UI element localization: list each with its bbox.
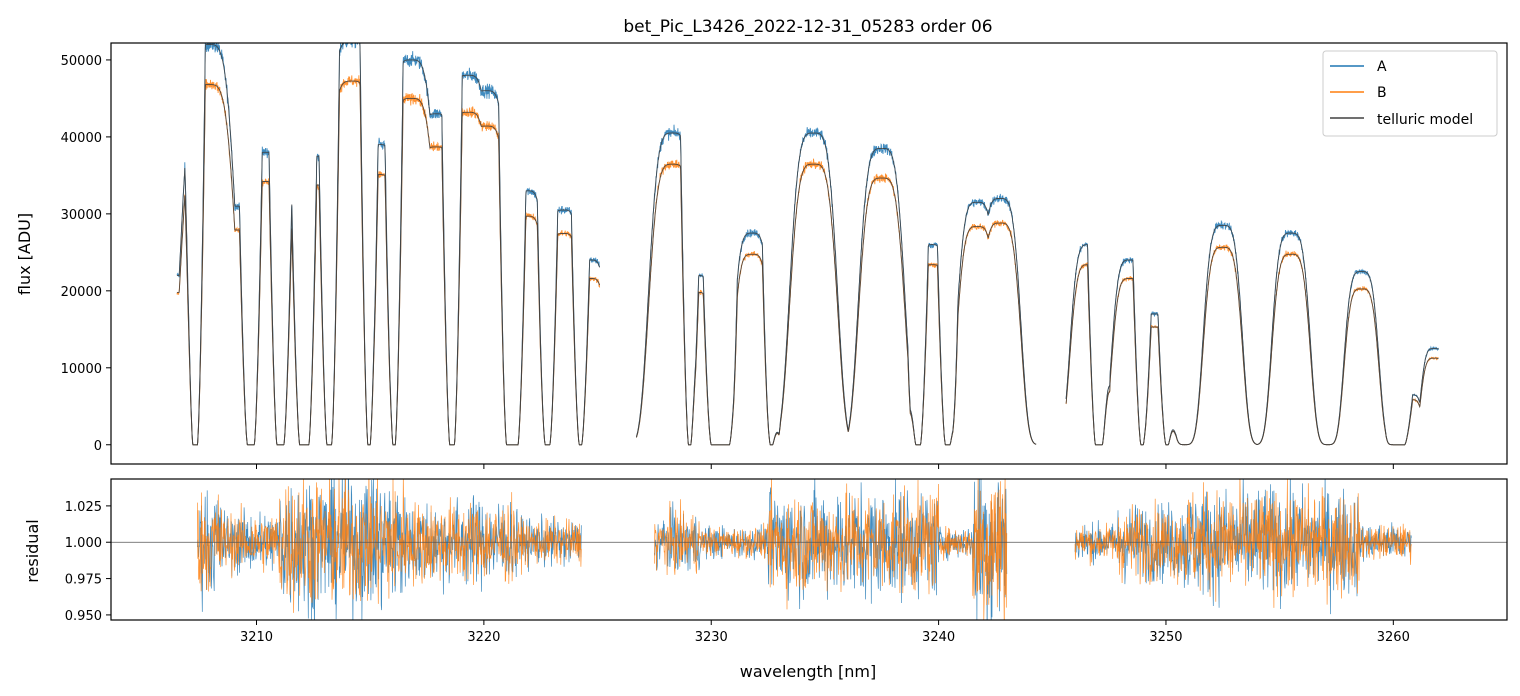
residual-line-b — [197, 479, 1412, 620]
residual-y-tick-label: 0.975 — [65, 573, 102, 588]
chart-title: bet_Pic_L3426_2022-12-31_05283 order 06 — [623, 17, 992, 37]
flux-line-model-b — [176, 80, 1439, 446]
residual-y-tick-label: 1.025 — [65, 500, 102, 515]
flux-y-tick-label: 50000 — [61, 54, 102, 69]
residual-x-tick-label: 3210 — [240, 630, 273, 645]
residual-x-tick-label: 3250 — [1149, 630, 1182, 645]
flux-panel: 0 10000 20000 30000 40000 50000 flux [ADU] A … — [15, 42, 1508, 469]
flux-y-tick-label: 10000 — [61, 362, 102, 377]
residual-panel: 0.950 0.975 1.000 1.025 3210 3220 3230 3240 325… — [23, 478, 1508, 681]
residual-x-tick-label: 3230 — [695, 630, 728, 645]
flux-y-tick-label: 40000 — [61, 131, 102, 146]
legend-box — [1322, 50, 1498, 137]
legend-label-a: A — [1377, 59, 1387, 75]
flux-axes-frame — [110, 42, 1508, 465]
flux-y-tick-label: 0 — [94, 439, 102, 454]
residual-x-tick-label: 3220 — [467, 630, 500, 645]
flux-line-a — [176, 43, 1439, 446]
residual-y-axis-label: residual — [23, 519, 42, 582]
legend: A B telluric model — [1322, 50, 1498, 137]
residual-x-tick-label: 3240 — [922, 630, 955, 645]
flux-line-model-a — [176, 43, 1439, 446]
residual-axes-frame — [110, 478, 1508, 621]
residual-traces — [111, 479, 1507, 620]
legend-label-b: B — [1377, 85, 1387, 101]
residual-x-tick-label: 3260 — [1377, 630, 1410, 645]
residual-y-tick-label: 0.950 — [65, 609, 102, 624]
flux-traces — [176, 43, 1439, 446]
residual-y-ticks: 0.950 0.975 1.000 1.025 — [65, 500, 111, 624]
flux-x-ticks — [256, 464, 1394, 469]
legend-label-model: telluric model — [1377, 112, 1473, 128]
flux-y-tick-label: 20000 — [61, 285, 102, 300]
x-axis-label: wavelength [nm] — [740, 662, 877, 681]
flux-y-ticks: 0 10000 20000 30000 40000 50000 — [61, 54, 111, 454]
residual-y-tick-label: 1.000 — [65, 536, 102, 551]
flux-y-axis-label: flux [ADU] — [15, 213, 34, 295]
flux-y-tick-label: 30000 — [61, 208, 102, 223]
residual-x-ticks: 3210 3220 3230 3240 3250 3260 — [240, 620, 1410, 645]
